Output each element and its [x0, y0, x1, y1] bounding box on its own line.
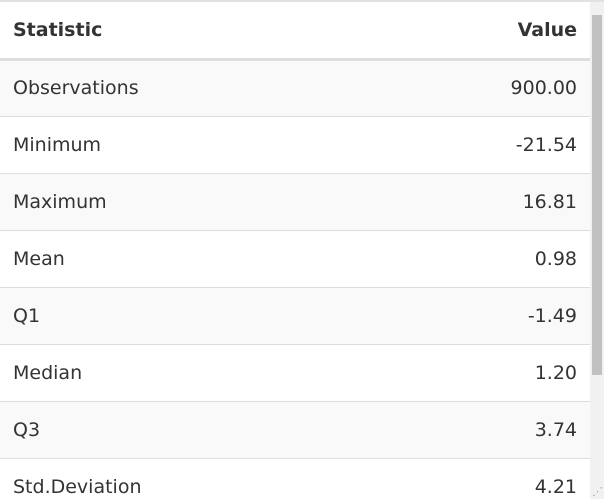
table-row: Maximum 16.81 [0, 173, 590, 231]
table-body: Observations 900.00 Minimum -21.54 Maximum 16… [0, 59, 590, 499]
table-row: Median 1.20 [0, 344, 590, 402]
statistic-cell: Minimum [0, 116, 295, 174]
header-statistic: Statistic [0, 2, 295, 61]
value-cell: -1.49 [295, 287, 590, 345]
table-header: Statistic Value [0, 2, 590, 61]
table-scroll-container[interactable]: Statistic Value Observations 900.00 Minimu… [0, 2, 590, 499]
statistic-cell: Mean [0, 230, 295, 288]
table-row: Q3 3.74 [0, 401, 590, 459]
header-row: Statistic Value [0, 2, 590, 61]
scrollbar-thumb[interactable] [592, 15, 602, 375]
value-cell: 3.74 [295, 401, 590, 459]
value-cell: 900.00 [295, 59, 590, 117]
top-divider [0, 0, 604, 2]
table-row: Minimum -21.54 [0, 116, 590, 174]
statistic-cell: Q1 [0, 287, 295, 345]
value-cell: 4.21 [295, 458, 590, 499]
statistic-cell: Median [0, 344, 295, 402]
table-row: Observations 900.00 [0, 59, 590, 117]
resize-grip-icon[interactable]: ⋰ [592, 485, 603, 498]
vertical-scrollbar[interactable]: ⋰ [590, 2, 604, 499]
header-value: Value [295, 2, 590, 61]
table-row: Q1 -1.49 [0, 287, 590, 345]
summary-statistics-table: Statistic Value Observations 900.00 Minimu… [0, 2, 590, 499]
value-cell: 0.98 [295, 230, 590, 288]
statistic-cell: Maximum [0, 173, 295, 231]
value-cell: -21.54 [295, 116, 590, 174]
value-cell: 1.20 [295, 344, 590, 402]
value-cell: 16.81 [295, 173, 590, 231]
statistic-cell: Q3 [0, 401, 295, 459]
statistic-cell: Std.Deviation [0, 458, 295, 499]
statistic-cell: Observations [0, 59, 295, 117]
table-row: Std.Deviation 4.21 [0, 458, 590, 499]
table-row: Mean 0.98 [0, 230, 590, 288]
